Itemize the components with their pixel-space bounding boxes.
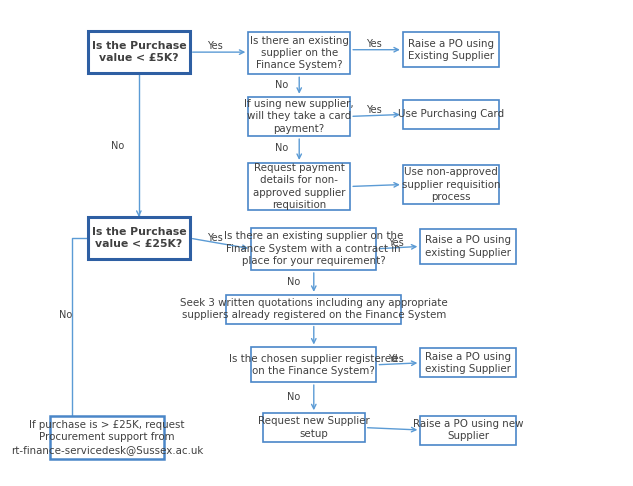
- Text: No: No: [287, 392, 300, 401]
- Text: Raise a PO using
existing Supplier: Raise a PO using existing Supplier: [425, 352, 511, 374]
- Text: Raise a PO using
existing Supplier: Raise a PO using existing Supplier: [425, 235, 511, 258]
- FancyBboxPatch shape: [251, 227, 377, 270]
- FancyBboxPatch shape: [263, 413, 365, 442]
- Text: Yes: Yes: [208, 41, 223, 52]
- FancyBboxPatch shape: [248, 163, 350, 210]
- FancyBboxPatch shape: [420, 229, 517, 264]
- Text: Raise a PO using
Existing Supplier: Raise a PO using Existing Supplier: [408, 38, 494, 61]
- Text: Raise a PO using new
Supplier: Raise a PO using new Supplier: [413, 419, 523, 441]
- FancyBboxPatch shape: [88, 31, 190, 73]
- Text: Is the Purchase
value < £5K?: Is the Purchase value < £5K?: [92, 41, 186, 63]
- Text: Use non-approved
supplier requisition
process: Use non-approved supplier requisition pr…: [401, 167, 500, 202]
- Text: Request payment
details for non-
approved supplier
requisition: Request payment details for non- approve…: [253, 163, 346, 210]
- Text: Is there an existing
supplier on the
Finance System?: Is there an existing supplier on the Fin…: [250, 35, 349, 70]
- Text: No: No: [60, 311, 73, 320]
- Text: Yes: Yes: [388, 354, 404, 364]
- FancyBboxPatch shape: [251, 347, 377, 382]
- FancyBboxPatch shape: [403, 165, 499, 204]
- Text: No: No: [275, 143, 289, 153]
- FancyBboxPatch shape: [227, 295, 401, 324]
- FancyBboxPatch shape: [420, 416, 517, 445]
- Text: No: No: [275, 80, 289, 89]
- FancyBboxPatch shape: [248, 97, 350, 136]
- FancyBboxPatch shape: [403, 100, 499, 129]
- Text: No: No: [111, 141, 124, 151]
- Text: Yes: Yes: [366, 39, 382, 49]
- Text: Seek 3 written quotations including any appropriate
suppliers already registered: Seek 3 written quotations including any …: [180, 298, 448, 320]
- Text: Yes: Yes: [207, 233, 223, 243]
- Text: Yes: Yes: [366, 104, 382, 115]
- Text: Is the Purchase
value < £25K?: Is the Purchase value < £25K?: [92, 227, 186, 249]
- FancyBboxPatch shape: [248, 32, 350, 74]
- Text: Is there an existing supplier on the
Finance System with a contract in
place for: Is there an existing supplier on the Fin…: [224, 231, 403, 266]
- Text: No: No: [287, 277, 300, 287]
- Text: Request new Supplier
setup: Request new Supplier setup: [258, 417, 370, 439]
- Text: Yes: Yes: [387, 238, 403, 248]
- FancyBboxPatch shape: [420, 348, 517, 377]
- FancyBboxPatch shape: [50, 416, 163, 458]
- FancyBboxPatch shape: [403, 32, 499, 67]
- Text: If purchase is > £25K, request
Procurement support from
rt-finance-servicedesk@S: If purchase is > £25K, request Procureme…: [11, 420, 203, 455]
- Text: If using new supplier,
will they take a card
payment?: If using new supplier, will they take a …: [244, 99, 354, 134]
- FancyBboxPatch shape: [88, 217, 190, 260]
- Text: Use Purchasing Card: Use Purchasing Card: [398, 109, 504, 120]
- Text: Is the chosen supplier registered
on the Finance System?: Is the chosen supplier registered on the…: [230, 354, 398, 376]
